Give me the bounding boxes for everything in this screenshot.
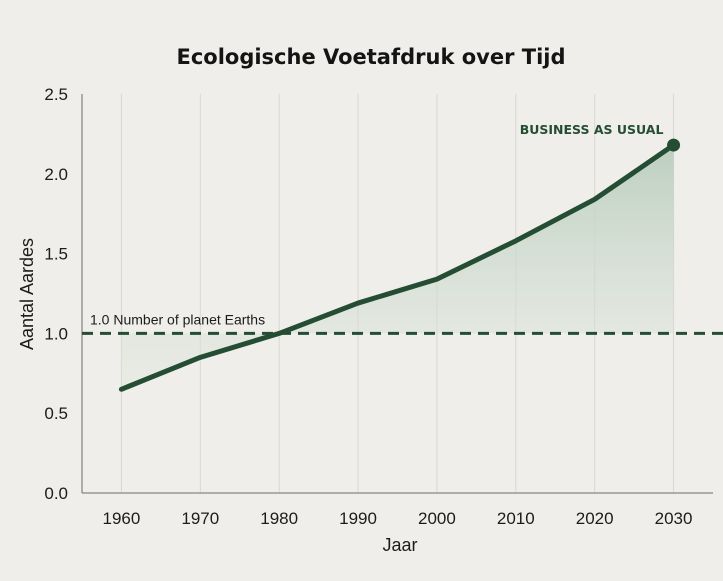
- x-tick-label: 2000: [418, 509, 456, 528]
- y-axis-label: Aantal Aardes: [17, 238, 37, 350]
- y-tick-label: 2.0: [44, 165, 68, 184]
- x-tick-label: 1970: [181, 509, 219, 528]
- x-tick-label: 1960: [103, 509, 141, 528]
- x-tick-label: 1980: [260, 509, 298, 528]
- x-tick-label: 2030: [655, 509, 693, 528]
- area-fill: [121, 145, 674, 390]
- y-tick-labels: 0.0 0.5 1.0 1.5 2.0 2.5: [44, 85, 68, 503]
- reference-line-group: 1.0 Number of planet Earths: [82, 311, 723, 335]
- y-tick-label: 0.5: [44, 404, 68, 423]
- y-tick-label: 1.5: [44, 245, 68, 264]
- axes: [81, 94, 713, 494]
- x-tick-labels: 1960 1970 1980 1990 2000 2010 2020 2030: [103, 509, 693, 528]
- x-axis-label: Jaar: [382, 535, 417, 555]
- area-fill-layer: [121, 145, 674, 390]
- x-tick-label: 2020: [576, 509, 614, 528]
- x-tick-label: 2010: [497, 509, 535, 528]
- x-tick-label: 1990: [339, 509, 377, 528]
- series-end-point: [667, 138, 681, 152]
- series-layer: BUSINESS AS USUAL: [118, 122, 681, 392]
- y-tick-label: 2.5: [44, 85, 68, 104]
- y-tick-label: 0.0: [44, 484, 68, 503]
- series-line: [118, 142, 677, 392]
- chart-title: Ecologische Voetafdruk over Tijd: [176, 45, 565, 69]
- reference-line-label: 1.0 Number of planet Earths: [90, 311, 265, 327]
- y-tick-label: 1.0: [44, 324, 68, 343]
- series-label: BUSINESS AS USUAL: [520, 122, 664, 137]
